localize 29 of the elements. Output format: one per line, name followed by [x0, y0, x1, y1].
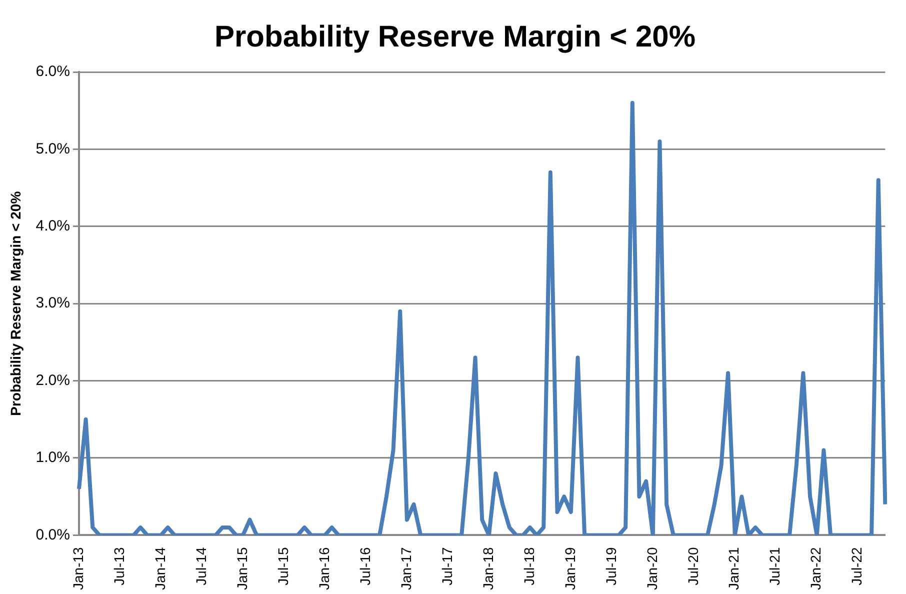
x-tick-label: Jul-21	[766, 546, 783, 586]
y-tick-label: 5.0%	[36, 140, 70, 158]
x-tick-label: Jan-18	[480, 546, 496, 590]
x-tick-label: Jan-22	[808, 546, 824, 590]
y-tick-label: 1.0%	[36, 449, 70, 466]
x-tick-label: Jul-13	[110, 546, 127, 586]
y-tick-label: 3.0%	[36, 294, 70, 312]
x-tick-label: Jul-17	[438, 546, 455, 586]
x-tick-label: Jan-16	[316, 546, 332, 590]
x-tick-label: Jul-15	[274, 546, 291, 586]
y-tick-label: 6.0%	[36, 63, 70, 80]
x-tick-label: Jan-14	[152, 546, 168, 590]
x-tick-label: Jan-13	[70, 546, 86, 590]
x-tick-label: Jan-15	[234, 546, 250, 590]
x-tick-label: Jul-19	[602, 546, 619, 586]
chart-title: Probability Reserve Margin < 20%	[214, 20, 696, 54]
x-tick-label: Jan-17	[398, 546, 414, 590]
x-tick-label: Jul-18	[520, 546, 537, 586]
y-tick-label: 2.0%	[36, 372, 70, 389]
y-tick-label: 4.0%	[36, 218, 70, 235]
x-tick-label: Jul-16	[356, 546, 373, 586]
x-tick-label: Jul-22	[848, 546, 865, 586]
x-tick-label: Jan-19	[562, 546, 578, 590]
x-tick-label: Jan-21	[726, 546, 742, 590]
x-tick-label: Jul-20	[684, 546, 701, 586]
x-tick-label: Jan-20	[644, 546, 660, 590]
y-axis-title: Probability Reserve Margin < 20%	[7, 190, 24, 416]
y-tick-label: 0.0%	[36, 526, 70, 544]
x-tick-label: Jul-14	[192, 546, 209, 586]
